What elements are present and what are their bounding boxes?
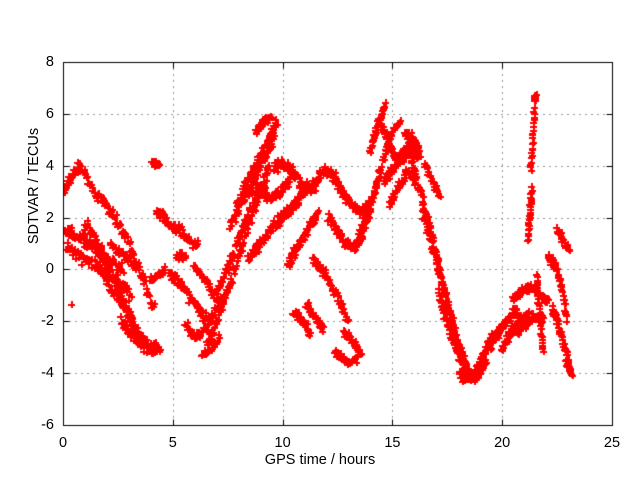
y-tick-label: 2	[45, 209, 54, 226]
y-tick-label: -6	[41, 417, 54, 433]
y-tick-label: -4	[41, 365, 54, 382]
y-tick-label: 0	[45, 261, 54, 278]
x-tick-label: 20	[494, 435, 511, 451]
x-tick-label: 25	[603, 435, 621, 451]
y-tick-label: 8	[45, 54, 54, 70]
y-tick-label: -2	[41, 313, 54, 330]
x-tick-label: 10	[274, 435, 291, 451]
x-axis-label: GPS time / hours	[264, 452, 376, 468]
y-tick-label: 6	[45, 105, 54, 122]
x-tick-label: 5	[168, 435, 177, 451]
y-tick-label: 4	[45, 157, 54, 174]
x-tick-label: 0	[58, 435, 68, 451]
x-tick-label: 15	[384, 435, 401, 451]
